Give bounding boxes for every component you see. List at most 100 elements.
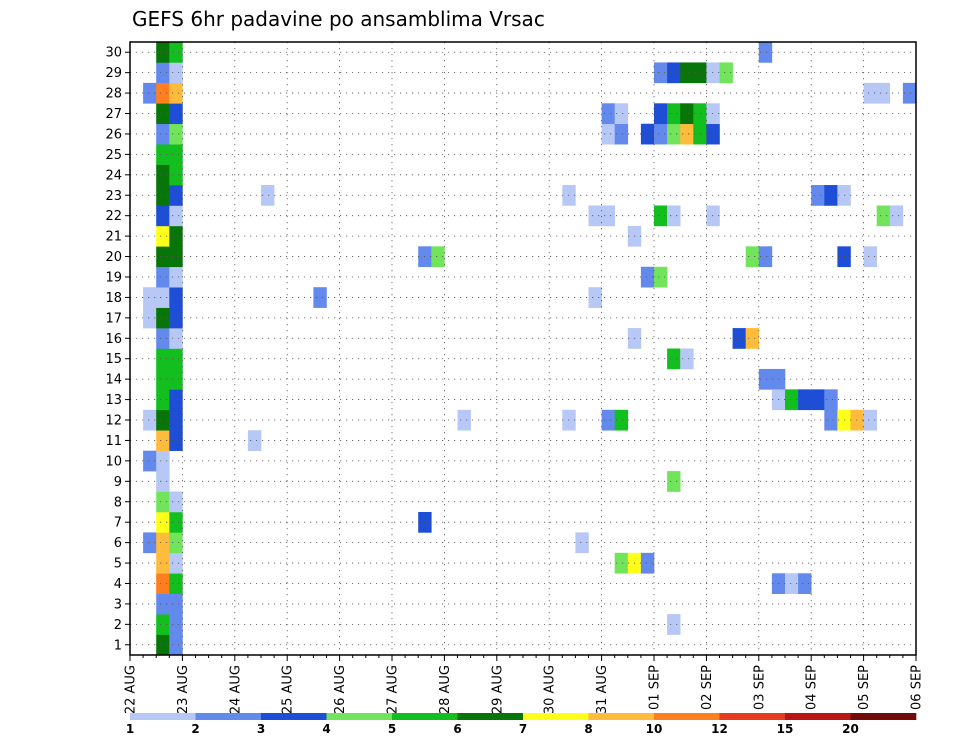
- precip-cell: [156, 471, 170, 492]
- precip-cell: [156, 246, 170, 268]
- precip-cell: [156, 164, 170, 186]
- y-tick-label: 9: [114, 475, 122, 490]
- y-tick-label: 4: [114, 577, 122, 592]
- precip-cell: [156, 409, 170, 431]
- precip-cell: [169, 266, 183, 288]
- precip-cell: [169, 205, 183, 227]
- x-tick-label: 05 SEP: [857, 665, 872, 710]
- colorbar-label: 4: [322, 722, 330, 736]
- precip-cell: [156, 185, 170, 206]
- y-tick-label: 28: [105, 87, 122, 102]
- y-tick-label: 6: [114, 536, 122, 551]
- precip-cell: [156, 389, 170, 411]
- precip-cell: [876, 205, 891, 227]
- precip-cell: [169, 634, 183, 656]
- y-tick-label: 16: [105, 332, 122, 347]
- precip-cell: [863, 246, 877, 268]
- y-axis: 1234567891011121314151617181920212223242…: [105, 46, 130, 653]
- colorbar-label: 7: [519, 722, 527, 736]
- y-tick-label: 2: [114, 618, 122, 633]
- precip-cell: [902, 82, 917, 104]
- precip-cell: [156, 552, 170, 574]
- precip-cell: [169, 123, 183, 145]
- precip-cell: [169, 103, 183, 125]
- precip-cell: [156, 225, 170, 247]
- colorbar-swatch: [326, 713, 393, 720]
- precip-cell: [654, 266, 668, 288]
- precip-cell: [667, 614, 681, 635]
- precip-cell: [785, 389, 799, 411]
- precip-cell: [169, 62, 183, 84]
- precip-cell: [667, 62, 681, 84]
- colorbar-swatch: [392, 713, 458, 720]
- y-tick-label: 20: [105, 250, 122, 265]
- precip-cell: [169, 144, 183, 165]
- x-tick-label: 06 SEP: [910, 665, 925, 710]
- y-tick-label: 8: [114, 495, 122, 510]
- colorbar-swatch: [850, 713, 917, 720]
- precip-cell: [640, 123, 655, 145]
- colorbar-label: 3: [257, 722, 265, 736]
- precip-cell: [156, 634, 170, 656]
- precip-cell: [745, 246, 760, 268]
- y-tick-label: 21: [105, 230, 122, 245]
- y-tick-label: 5: [114, 557, 122, 572]
- y-tick-label: 12: [105, 414, 122, 429]
- precip-cell: [169, 368, 183, 390]
- precip-cell: [758, 246, 773, 268]
- precip-cell: [156, 266, 170, 288]
- precip-cell: [156, 62, 170, 84]
- precip-cell: [156, 573, 170, 594]
- colorbar-label: 5: [388, 722, 396, 736]
- precip-cell: [876, 82, 891, 104]
- precip-cell: [614, 123, 629, 145]
- precip-cell: [156, 328, 170, 349]
- y-tick-label: 19: [105, 270, 122, 285]
- x-tick-label: 01 SEP: [648, 665, 663, 710]
- precip-cell: [169, 389, 183, 411]
- precip-cell: [169, 614, 183, 635]
- precip-cell: [169, 491, 183, 513]
- y-tick-label: 7: [114, 516, 122, 531]
- precip-cell: [143, 287, 157, 308]
- precip-cell: [640, 552, 655, 574]
- colorbar-swatch: [654, 713, 720, 720]
- grid-layer: [130, 42, 916, 655]
- precip-cell: [601, 205, 615, 227]
- precip-cell: [156, 614, 170, 635]
- colorbar-label: 12: [711, 722, 728, 736]
- colorbar-label: 6: [453, 722, 461, 736]
- precip-cell: [156, 82, 170, 104]
- precip-cell: [169, 532, 183, 554]
- x-tick-label: 29 AUG: [490, 665, 505, 714]
- precip-cell: [156, 287, 170, 308]
- precip-cell: [169, 409, 183, 431]
- precip-cell: [169, 552, 183, 574]
- y-tick-label: 26: [105, 127, 122, 142]
- precip-cell: [169, 593, 183, 615]
- precip-cell: [889, 205, 904, 227]
- precip-cell: [824, 389, 838, 411]
- precip-cell: [143, 307, 157, 329]
- x-tick-label: 30 AUG: [543, 665, 558, 714]
- precip-cell: [863, 82, 877, 104]
- y-tick-label: 29: [105, 66, 122, 81]
- y-tick-label: 17: [105, 311, 122, 326]
- precip-cell: [169, 328, 183, 349]
- precip-cell: [667, 123, 681, 145]
- precip-cell: [667, 205, 681, 227]
- x-axis: 22 AUG 23 AUG 24 AUG 25 AUG 26 AUG 27 AUG 28 A…: [124, 655, 925, 714]
- precip-cell: [745, 328, 760, 349]
- colorbar-label: 20: [842, 722, 859, 736]
- precip-cell: [601, 103, 615, 125]
- precip-cell: [169, 430, 183, 451]
- precip-cell: [169, 82, 183, 104]
- precip-cell: [156, 532, 170, 554]
- precip-cell: [156, 450, 170, 472]
- precip-cell: [313, 287, 327, 308]
- precip-cell: [680, 123, 694, 145]
- y-tick-label: 11: [105, 434, 122, 449]
- precip-cell: [156, 123, 170, 145]
- y-tick-label: 25: [105, 148, 122, 163]
- precip-cell: [667, 103, 681, 125]
